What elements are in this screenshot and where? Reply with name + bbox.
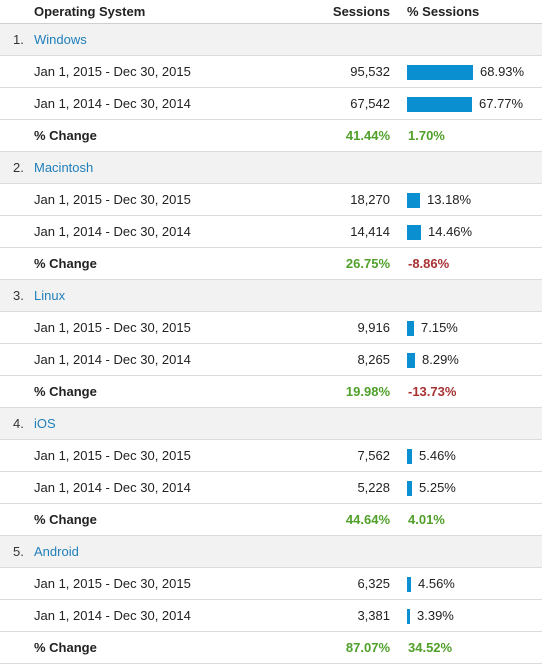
os-group-row: 2. Macintosh xyxy=(0,152,542,184)
pct-sessions-value: 68.93% xyxy=(480,64,525,79)
pct-sessions-bar xyxy=(407,449,412,464)
pct-sessions-value: 67.77% xyxy=(479,96,524,111)
sessions-change-value: 44.64% xyxy=(345,512,390,527)
table-row: Jan 1, 2015 - Dec 30, 2015 6,325 4.56% xyxy=(0,568,542,600)
row-index: 2. xyxy=(13,160,24,175)
pct-sessions-value: 7.15% xyxy=(421,320,458,335)
pct-sessions-bar xyxy=(407,609,410,624)
pct-sessions-value: 4.56% xyxy=(418,576,455,591)
sessions-value: 95,532 xyxy=(350,64,390,79)
pct-change-label: % Change xyxy=(34,128,97,143)
pct-sessions-value: 5.25% xyxy=(419,480,456,495)
pct-sessions-value: 3.39% xyxy=(417,608,454,623)
date-range-label: Jan 1, 2014 - Dec 30, 2014 xyxy=(34,480,191,495)
pct-sessions-change-value: 34.52% xyxy=(408,640,453,655)
sessions-value: 18,270 xyxy=(350,192,390,207)
pct-sessions-change-value: 4.01% xyxy=(408,512,445,527)
table-body: 1. Windows Jan 1, 2015 - Dec 30, 2015 95,53… xyxy=(0,24,542,664)
sessions-value: 3,381 xyxy=(357,608,390,623)
os-group-row: 3. Linux xyxy=(0,280,542,312)
sessions-value: 9,916 xyxy=(357,320,390,335)
pct-change-label: % Change xyxy=(34,256,97,271)
sessions-change-value: 87.07% xyxy=(345,640,390,655)
date-range-label: Jan 1, 2015 - Dec 30, 2015 xyxy=(34,320,191,335)
pct-sessions-bar xyxy=(407,97,472,112)
row-index: 4. xyxy=(13,416,24,431)
os-group-row: 1. Windows xyxy=(0,24,542,56)
table-row: Jan 1, 2015 - Dec 30, 2015 95,532 68.93% xyxy=(0,56,542,88)
pct-sessions-change-value: 1.70% xyxy=(408,128,445,143)
pct-sessions-bar xyxy=(407,353,415,368)
os-link-android[interactable]: Android xyxy=(34,544,79,559)
sessions-change-value: 41.44% xyxy=(345,128,390,143)
pct-sessions-value: 8.29% xyxy=(422,352,459,367)
row-index: 5. xyxy=(13,544,24,559)
os-column-header[interactable]: Operating System xyxy=(34,4,146,19)
sessions-value: 6,325 xyxy=(357,576,390,591)
sessions-value: 5,228 xyxy=(357,480,390,495)
os-link-windows[interactable]: Windows xyxy=(34,32,87,47)
table-row: Jan 1, 2015 - Dec 30, 2015 18,270 13.18% xyxy=(0,184,542,216)
pct-sessions-bar xyxy=(407,65,473,80)
sessions-column-header[interactable]: Sessions xyxy=(332,4,390,19)
pct-sessions-value: 5.46% xyxy=(419,448,456,463)
table-row: Jan 1, 2015 - Dec 30, 2015 7,562 5.46% xyxy=(0,440,542,472)
pct-sessions-column-header[interactable]: % Sessions xyxy=(407,4,480,19)
sessions-value: 7,562 xyxy=(357,448,390,463)
pct-sessions-bar xyxy=(407,225,421,240)
os-group-row: 4. iOS xyxy=(0,408,542,440)
date-range-label: Jan 1, 2015 - Dec 30, 2015 xyxy=(34,192,191,207)
date-range-label: Jan 1, 2014 - Dec 30, 2014 xyxy=(34,224,191,239)
row-index: 1. xyxy=(13,32,24,47)
sessions-change-value: 26.75% xyxy=(345,256,390,271)
sessions-change-value: 19.98% xyxy=(345,384,390,399)
pct-sessions-change-value: -13.73% xyxy=(408,384,457,399)
pct-change-label: % Change xyxy=(34,384,97,399)
os-link-linux[interactable]: Linux xyxy=(34,288,66,303)
os-link-ios[interactable]: iOS xyxy=(34,416,56,431)
date-range-label: Jan 1, 2015 - Dec 30, 2015 xyxy=(34,576,191,591)
pct-sessions-change-value: -8.86% xyxy=(408,256,450,271)
table-row: Jan 1, 2014 - Dec 30, 2014 5,228 5.25% xyxy=(0,472,542,504)
sessions-value: 14,414 xyxy=(350,224,390,239)
date-range-label: Jan 1, 2015 - Dec 30, 2015 xyxy=(34,64,191,79)
os-link-macintosh[interactable]: Macintosh xyxy=(34,160,94,175)
sessions-value: 67,542 xyxy=(350,96,390,111)
table-row: Jan 1, 2014 - Dec 30, 2014 67,542 67.77% xyxy=(0,88,542,120)
os-group-row: 5. Android xyxy=(0,536,542,568)
pct-change-row: % Change 44.64% 4.01% xyxy=(0,504,542,536)
sessions-value: 8,265 xyxy=(357,352,390,367)
pct-sessions-value: 14.46% xyxy=(428,224,473,239)
table-header: Operating System Sessions % Sessions xyxy=(0,0,542,24)
pct-change-row: % Change 87.07% 34.52% xyxy=(0,632,542,664)
table-row: Jan 1, 2014 - Dec 30, 2014 14,414 14.46% xyxy=(0,216,542,248)
pct-sessions-value: 13.18% xyxy=(427,192,472,207)
table-row: Jan 1, 2015 - Dec 30, 2015 9,916 7.15% xyxy=(0,312,542,344)
pct-change-row: % Change 19.98% -13.73% xyxy=(0,376,542,408)
pct-change-row: % Change 26.75% -8.86% xyxy=(0,248,542,280)
pct-sessions-bar xyxy=(407,577,411,592)
table-row: Jan 1, 2014 - Dec 30, 2014 8,265 8.29% xyxy=(0,344,542,376)
pct-change-label: % Change xyxy=(34,640,97,655)
date-range-label: Jan 1, 2014 - Dec 30, 2014 xyxy=(34,352,191,367)
pct-sessions-bar xyxy=(407,193,420,208)
table-row: Jan 1, 2014 - Dec 30, 2014 3,381 3.39% xyxy=(0,600,542,632)
pct-change-row: % Change 41.44% 1.70% xyxy=(0,120,542,152)
date-range-label: Jan 1, 2015 - Dec 30, 2015 xyxy=(34,448,191,463)
pct-sessions-bar xyxy=(407,321,414,336)
date-range-label: Jan 1, 2014 - Dec 30, 2014 xyxy=(34,608,191,623)
row-index: 3. xyxy=(13,288,24,303)
pct-sessions-bar xyxy=(407,481,412,496)
pct-change-label: % Change xyxy=(34,512,97,527)
date-range-label: Jan 1, 2014 - Dec 30, 2014 xyxy=(34,96,191,111)
